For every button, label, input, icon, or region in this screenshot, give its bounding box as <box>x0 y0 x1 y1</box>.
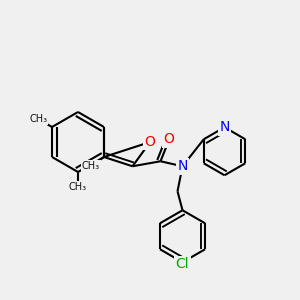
Text: CH₃: CH₃ <box>82 161 100 171</box>
Text: CH₃: CH₃ <box>29 114 47 124</box>
Text: O: O <box>145 135 156 149</box>
Text: CH₃: CH₃ <box>69 182 87 192</box>
Text: N: N <box>177 159 188 173</box>
Text: Cl: Cl <box>176 257 189 271</box>
Text: N: N <box>219 120 230 134</box>
Text: O: O <box>163 132 174 146</box>
